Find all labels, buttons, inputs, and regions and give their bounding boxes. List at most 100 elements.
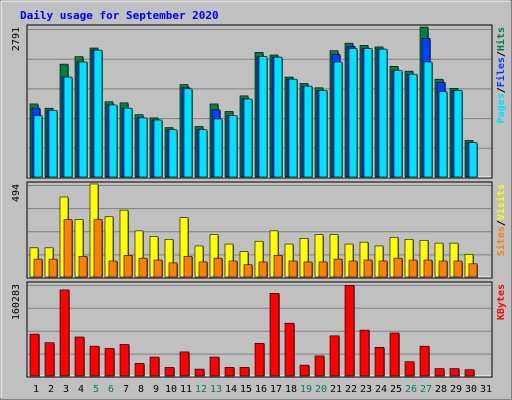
- x-tick-day-5: 5: [93, 384, 99, 395]
- bar-sites-day-18: [288, 260, 298, 278]
- x-tick-day-27: 27: [420, 384, 432, 395]
- bar-sites-day-20: [318, 261, 328, 278]
- bar-sites-day-7: [123, 255, 133, 278]
- bar-pages-day-30: [468, 142, 478, 178]
- bar-sites-day-11: [183, 255, 193, 278]
- bar-kbytes-day-28: [434, 368, 445, 377]
- x-tick-day-14: 14: [225, 384, 237, 395]
- bar-pages-day-29: [453, 90, 463, 178]
- bar-sites-day-26: [408, 259, 418, 278]
- label-separator: /: [496, 87, 507, 93]
- x-tick-day-30: 30: [465, 384, 477, 395]
- bar-pages-day-19: [303, 85, 313, 178]
- bar-kbytes-day-23: [359, 329, 370, 377]
- bar-pages-day-22: [348, 48, 358, 178]
- bar-pages-day-15: [243, 98, 253, 178]
- bar-kbytes-day-20: [314, 355, 325, 377]
- bar-pages-day-2: [48, 110, 58, 178]
- bar-sites-day-27: [423, 259, 433, 278]
- bar-kbytes-day-19: [299, 364, 310, 377]
- right-series-label: Sites/Visits: [495, 184, 507, 256]
- x-tick-day-24: 24: [375, 384, 387, 395]
- bar-sites-day-19: [303, 261, 313, 278]
- x-tick-day-23: 23: [360, 384, 372, 395]
- x-tick-day-29: 29: [450, 384, 462, 395]
- bar-kbytes-day-22: [344, 285, 355, 377]
- bar-sites-day-25: [393, 257, 403, 278]
- bar-kbytes-day-16: [254, 342, 265, 377]
- x-tick-day-28: 28: [435, 384, 447, 395]
- panel-visits-sites: 494 Sites/Visits: [11, 181, 507, 279]
- right-series-label: KBytes: [496, 284, 507, 320]
- bar-kbytes-day-26: [404, 361, 415, 377]
- bar-kbytes-day-17: [269, 293, 280, 377]
- bar-pages-day-6: [108, 104, 118, 178]
- bar-sites-day-10: [168, 262, 178, 278]
- bar-kbytes-day-5: [89, 345, 100, 377]
- series-label-files: Files: [495, 57, 507, 87]
- bar-sites-day-13: [213, 257, 223, 278]
- bar-pages-day-5: [93, 49, 103, 178]
- bar-kbytes-day-18: [284, 322, 295, 377]
- bar-sites-day-1: [33, 258, 43, 278]
- bar-kbytes-day-27: [419, 345, 430, 377]
- series-label-kbytes: KBytes: [496, 284, 507, 320]
- chart-title: Daily usage for September 2020: [20, 9, 219, 22]
- x-tick-day-10: 10: [165, 384, 177, 395]
- y-max-label: 160283: [11, 284, 22, 320]
- bar-pages-day-12: [198, 129, 208, 178]
- bar-pages-day-21: [333, 61, 343, 178]
- x-tick-day-20: 20: [315, 384, 327, 395]
- bar-kbytes-day-8: [134, 363, 145, 377]
- bar-sites-day-4: [78, 255, 88, 278]
- bar-pages-day-27: [423, 61, 433, 178]
- x-tick-day-7: 7: [123, 384, 129, 395]
- bar-pages-day-9: [153, 119, 163, 178]
- bar-sites-day-29: [453, 260, 463, 278]
- bar-kbytes-day-1: [29, 333, 40, 377]
- x-tick-day-4: 4: [78, 384, 84, 395]
- bar-pages-day-24: [378, 48, 388, 178]
- bar-sites-day-16: [258, 261, 268, 278]
- bar-kbytes-day-13: [209, 356, 220, 377]
- bar-pages-day-1: [33, 115, 43, 178]
- series-label-sites: Sites: [495, 226, 507, 256]
- x-tick-day-19: 19: [300, 384, 312, 395]
- bar-sites-day-28: [438, 260, 448, 278]
- x-tick-day-25: 25: [390, 384, 402, 395]
- bar-pages-day-18: [288, 78, 298, 178]
- bar-sites-day-9: [153, 259, 163, 278]
- x-tick-day-26: 26: [405, 384, 417, 395]
- bar-kbytes-day-24: [374, 347, 385, 377]
- bar-sites-day-5: [93, 219, 103, 278]
- bar-pages-day-7: [123, 107, 133, 178]
- bar-kbytes-day-6: [104, 348, 115, 377]
- bar-pages-day-26: [408, 74, 418, 178]
- bar-kbytes-day-30: [464, 369, 475, 377]
- bar-pages-day-20: [318, 90, 328, 178]
- bar-pages-day-13: [213, 118, 223, 178]
- bar-kbytes-day-7: [119, 344, 130, 377]
- bar-pages-day-8: [138, 117, 148, 178]
- bar-kbytes-day-2: [44, 342, 55, 377]
- bar-sites-day-12: [198, 261, 208, 278]
- bar-kbytes-day-21: [329, 335, 340, 377]
- x-tick-day-11: 11: [180, 384, 192, 395]
- x-tick-day-21: 21: [330, 384, 342, 395]
- x-tick-day-16: 16: [255, 384, 267, 395]
- x-tick-day-13: 13: [210, 384, 222, 395]
- series-label-hits: Hits: [495, 27, 507, 51]
- bar-sites-day-2: [48, 258, 58, 278]
- bar-pages-day-17: [273, 56, 283, 178]
- x-tick-day-12: 12: [195, 384, 207, 395]
- bar-kbytes-day-14: [224, 367, 235, 377]
- y-max-label: 2791: [11, 27, 22, 51]
- bar-pages-day-16: [258, 56, 268, 178]
- bar-kbytes-day-10: [164, 367, 175, 377]
- x-tick-day-17: 17: [270, 384, 282, 395]
- bar-kbytes-day-15: [239, 367, 250, 377]
- x-tick-day-8: 8: [138, 384, 144, 395]
- bar-pages-day-25: [393, 70, 403, 178]
